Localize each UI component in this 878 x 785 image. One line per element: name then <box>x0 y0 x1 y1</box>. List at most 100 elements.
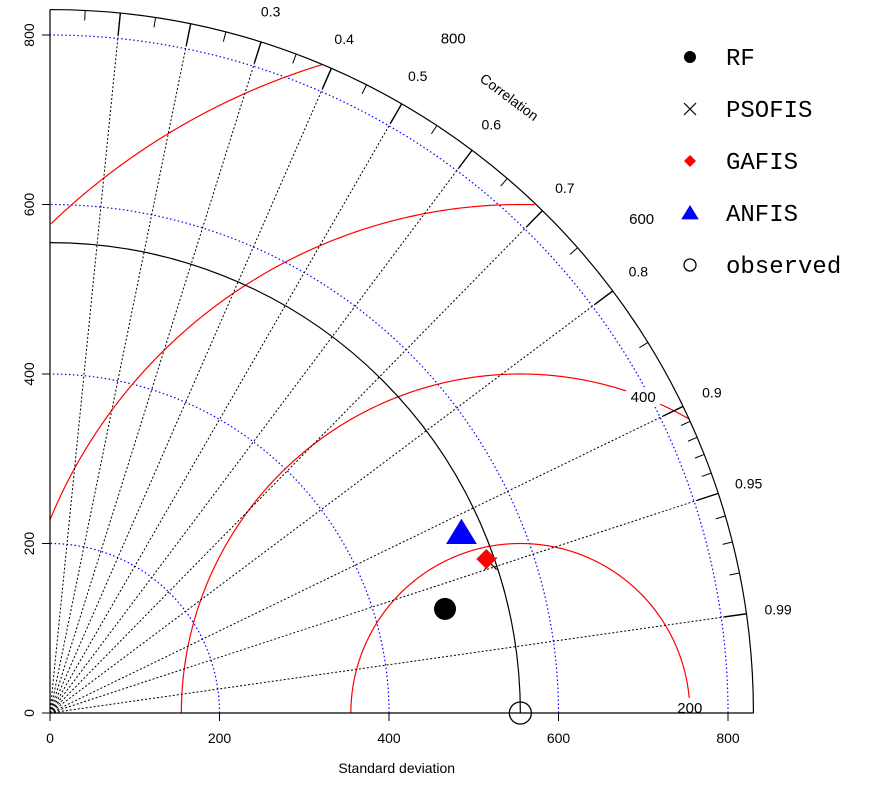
correlation-tick <box>569 247 578 255</box>
rms-label-bg <box>624 209 659 230</box>
correlation-tick <box>594 290 614 305</box>
correlation-line <box>49 149 473 714</box>
sd-grid-arc <box>49 203 560 714</box>
correlation-tick <box>687 436 698 442</box>
data-points <box>434 518 533 725</box>
correlation-line <box>49 23 192 714</box>
correlation-line <box>49 210 543 714</box>
rms-contour <box>180 373 690 713</box>
correlation-line <box>49 13 121 714</box>
correlation-line <box>49 290 614 714</box>
correlation-line <box>49 103 403 714</box>
point-observed <box>508 701 533 725</box>
outer-arc <box>49 8 755 714</box>
rms-label: 600 <box>629 211 654 228</box>
x-tick-label: 800 <box>716 730 740 746</box>
correlation-tick <box>153 17 157 28</box>
correlation-tick <box>736 613 747 616</box>
correlation-line <box>49 492 719 714</box>
legend-marker <box>681 205 699 220</box>
correlation-tick <box>292 53 297 64</box>
legend-marker <box>684 51 696 63</box>
correlation-tick <box>430 125 438 135</box>
x-tick-label: 200 <box>208 730 232 746</box>
sd-grid-arc <box>49 34 729 714</box>
legend-marker <box>683 258 697 272</box>
rms-label: 200 <box>677 700 702 717</box>
x-tick-label: 600 <box>547 730 571 746</box>
correlation-tick <box>458 149 473 169</box>
rms-contours: 200 400 600 800 <box>49 28 707 718</box>
y-tick-label: 800 <box>21 23 37 47</box>
legend-item-rf: RF <box>684 46 755 73</box>
y-tick-label: 400 <box>21 362 37 386</box>
labels: 0.10.20.30.40.50.60.70.80.90.950.99Corre… <box>21 0 792 776</box>
correlation-tick <box>222 31 227 42</box>
legend: RF PSOFIS GAFIS ANFIS observed <box>681 46 841 281</box>
correlation-label: 0.6 <box>482 117 502 133</box>
legend-item-psofis: PSOFIS <box>683 98 812 125</box>
legend-marker <box>683 102 697 116</box>
correlation-lines <box>49 13 747 714</box>
correlation-label: 0.95 <box>735 475 762 491</box>
x-axis-title: Standard deviation <box>338 760 455 776</box>
correlation-label: 0.9 <box>702 384 722 400</box>
point-rf <box>434 597 457 620</box>
correlation-tick <box>84 10 86 21</box>
legend-item-anfis: ANFIS <box>681 202 798 229</box>
correlation-tick <box>694 453 705 459</box>
correlation-line <box>49 613 747 714</box>
legend-label: RF <box>726 46 755 73</box>
rms-contour <box>49 203 535 520</box>
correlation-tick <box>729 572 740 576</box>
correlation-tick <box>253 41 262 64</box>
y-tick-label: 200 <box>21 532 37 556</box>
legend-label: GAFIS <box>726 150 798 177</box>
rms-contour <box>350 542 691 713</box>
legend-label: PSOFIS <box>726 98 812 125</box>
x-tick-label: 400 <box>377 730 401 746</box>
correlation-line <box>49 41 262 714</box>
frame <box>49 8 755 714</box>
rms-label: 400 <box>631 389 656 406</box>
legend-marker <box>684 155 696 167</box>
y-tick-label: 600 <box>21 193 37 217</box>
correlation-tick <box>697 492 719 501</box>
correlation-label: 0.3 <box>261 3 281 19</box>
correlation-tick <box>526 210 543 227</box>
correlation-label: 0.99 <box>764 601 791 617</box>
legend-item-gafis: GAFIS <box>684 150 798 177</box>
sd-grid-arc <box>49 542 221 714</box>
observed-sd-arc <box>49 242 521 714</box>
correlation-tick <box>117 13 122 36</box>
point-gafis <box>476 549 497 570</box>
correlation-label: 0.8 <box>629 264 649 280</box>
correlation-tick <box>662 405 684 417</box>
correlation-tick <box>185 23 192 46</box>
rms-label-bg <box>436 28 471 49</box>
correlation-label: 0.5 <box>408 68 428 84</box>
correlation-tick <box>361 84 367 94</box>
correlation-ticks <box>84 10 747 618</box>
correlation-line <box>49 68 332 714</box>
correlation-tick <box>701 472 712 477</box>
rms-label-bg <box>626 387 661 408</box>
correlation-tick <box>722 541 733 545</box>
sd-grid-arcs <box>49 34 729 714</box>
correlation-line <box>49 405 684 714</box>
correlation-tick <box>639 342 649 349</box>
legend-item-observed: observed <box>683 254 841 281</box>
correlation-tick <box>680 420 691 426</box>
legend-label: observed <box>726 254 841 281</box>
x-tick-label: 0 <box>46 730 54 746</box>
correlation-label: 0.4 <box>334 31 354 47</box>
correlation-tick <box>500 178 508 187</box>
correlation-tick <box>390 103 403 124</box>
correlation-label: 0.7 <box>555 180 575 196</box>
correlation-tick <box>321 68 333 89</box>
cross-stroke <box>683 102 697 116</box>
rms-label: 800 <box>441 30 466 47</box>
correlation-tick <box>715 515 726 520</box>
legend-label: ANFIS <box>726 202 798 229</box>
